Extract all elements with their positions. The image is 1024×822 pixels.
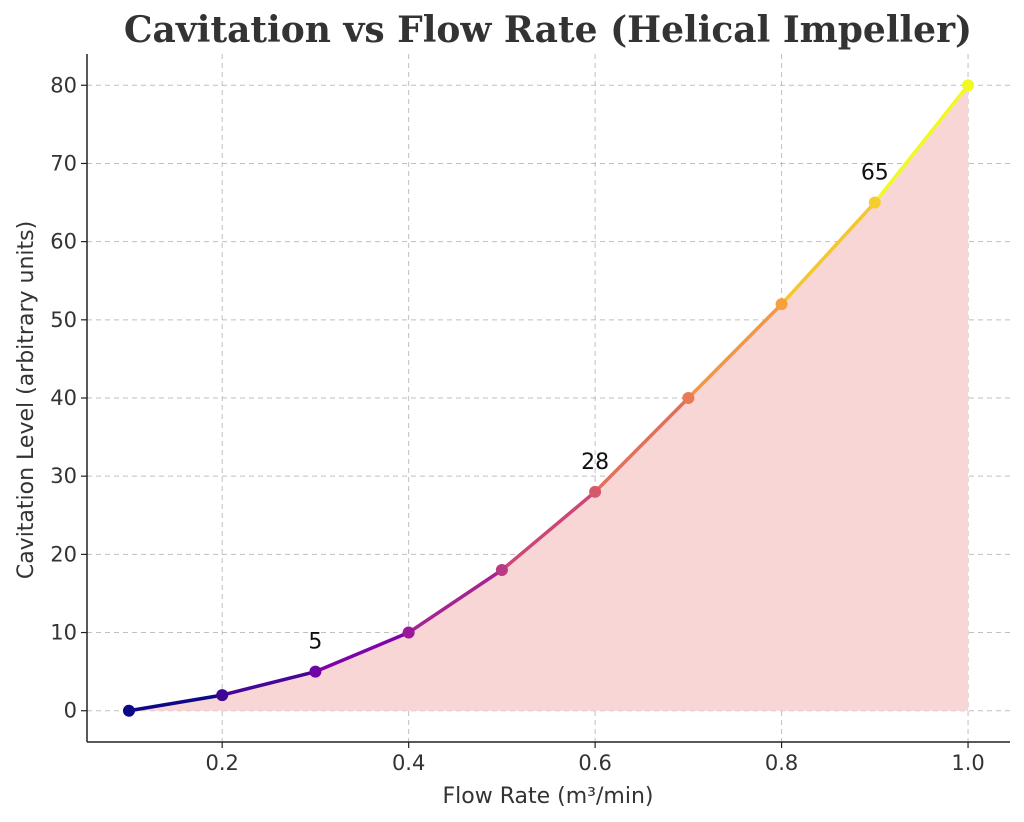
y-tick-label: 50 bbox=[50, 308, 77, 332]
y-axis-label: Cavitation Level (arbitrary units) bbox=[14, 221, 39, 579]
data-point bbox=[122, 704, 135, 717]
y-tick-label: 20 bbox=[50, 542, 77, 566]
series-line-segment bbox=[127, 693, 224, 713]
data-point bbox=[589, 485, 602, 498]
series-line-segment bbox=[779, 200, 877, 306]
data-point bbox=[868, 196, 881, 209]
series-line-segment bbox=[500, 490, 597, 572]
series-line-segment bbox=[593, 396, 691, 494]
x-tick-label: 0.2 bbox=[205, 751, 238, 775]
data-point bbox=[495, 564, 508, 576]
x-axis-label: Flow Rate (m³/min) bbox=[443, 784, 654, 809]
y-tick-label: 60 bbox=[50, 230, 77, 254]
data-label: 65 bbox=[861, 161, 889, 186]
y-tick-label: 0 bbox=[64, 699, 77, 723]
series-line-group bbox=[127, 83, 970, 713]
x-tick-label: 1.0 bbox=[951, 751, 984, 775]
data-point bbox=[309, 665, 322, 678]
data-point bbox=[216, 689, 229, 702]
data-point-group bbox=[122, 79, 975, 717]
y-tick-label: 40 bbox=[50, 386, 77, 410]
y-tick-label: 10 bbox=[50, 621, 77, 645]
data-label: 5 bbox=[308, 630, 322, 655]
series-line-segment bbox=[873, 83, 970, 205]
chart-title: Cavitation vs Flow Rate (Helical Impelle… bbox=[124, 9, 972, 51]
y-tick-label: 80 bbox=[50, 73, 77, 97]
series-line-segment bbox=[686, 302, 784, 400]
x-tick-label: 0.8 bbox=[765, 751, 798, 775]
x-tick-label: 0.6 bbox=[578, 751, 611, 775]
series-line-segment bbox=[406, 568, 504, 635]
area-fill-group bbox=[128, 85, 969, 711]
axes: 0.2 0.4 0.6 0.8 1.0 0 10 20 30 40 50 60 70 80 bbox=[50, 54, 1010, 775]
x-tick-label: 0.4 bbox=[392, 751, 425, 775]
data-point bbox=[682, 392, 695, 404]
data-label-group: 5 28 65 bbox=[308, 161, 888, 655]
area-fill bbox=[128, 85, 969, 711]
data-point bbox=[402, 626, 415, 639]
data-point bbox=[775, 298, 788, 311]
series-line-segment bbox=[220, 669, 318, 697]
y-tick-label: 30 bbox=[50, 464, 77, 488]
series-line-segment bbox=[313, 630, 411, 674]
y-tick-label: 70 bbox=[50, 151, 77, 175]
data-label: 28 bbox=[581, 450, 609, 475]
data-point bbox=[962, 79, 975, 92]
